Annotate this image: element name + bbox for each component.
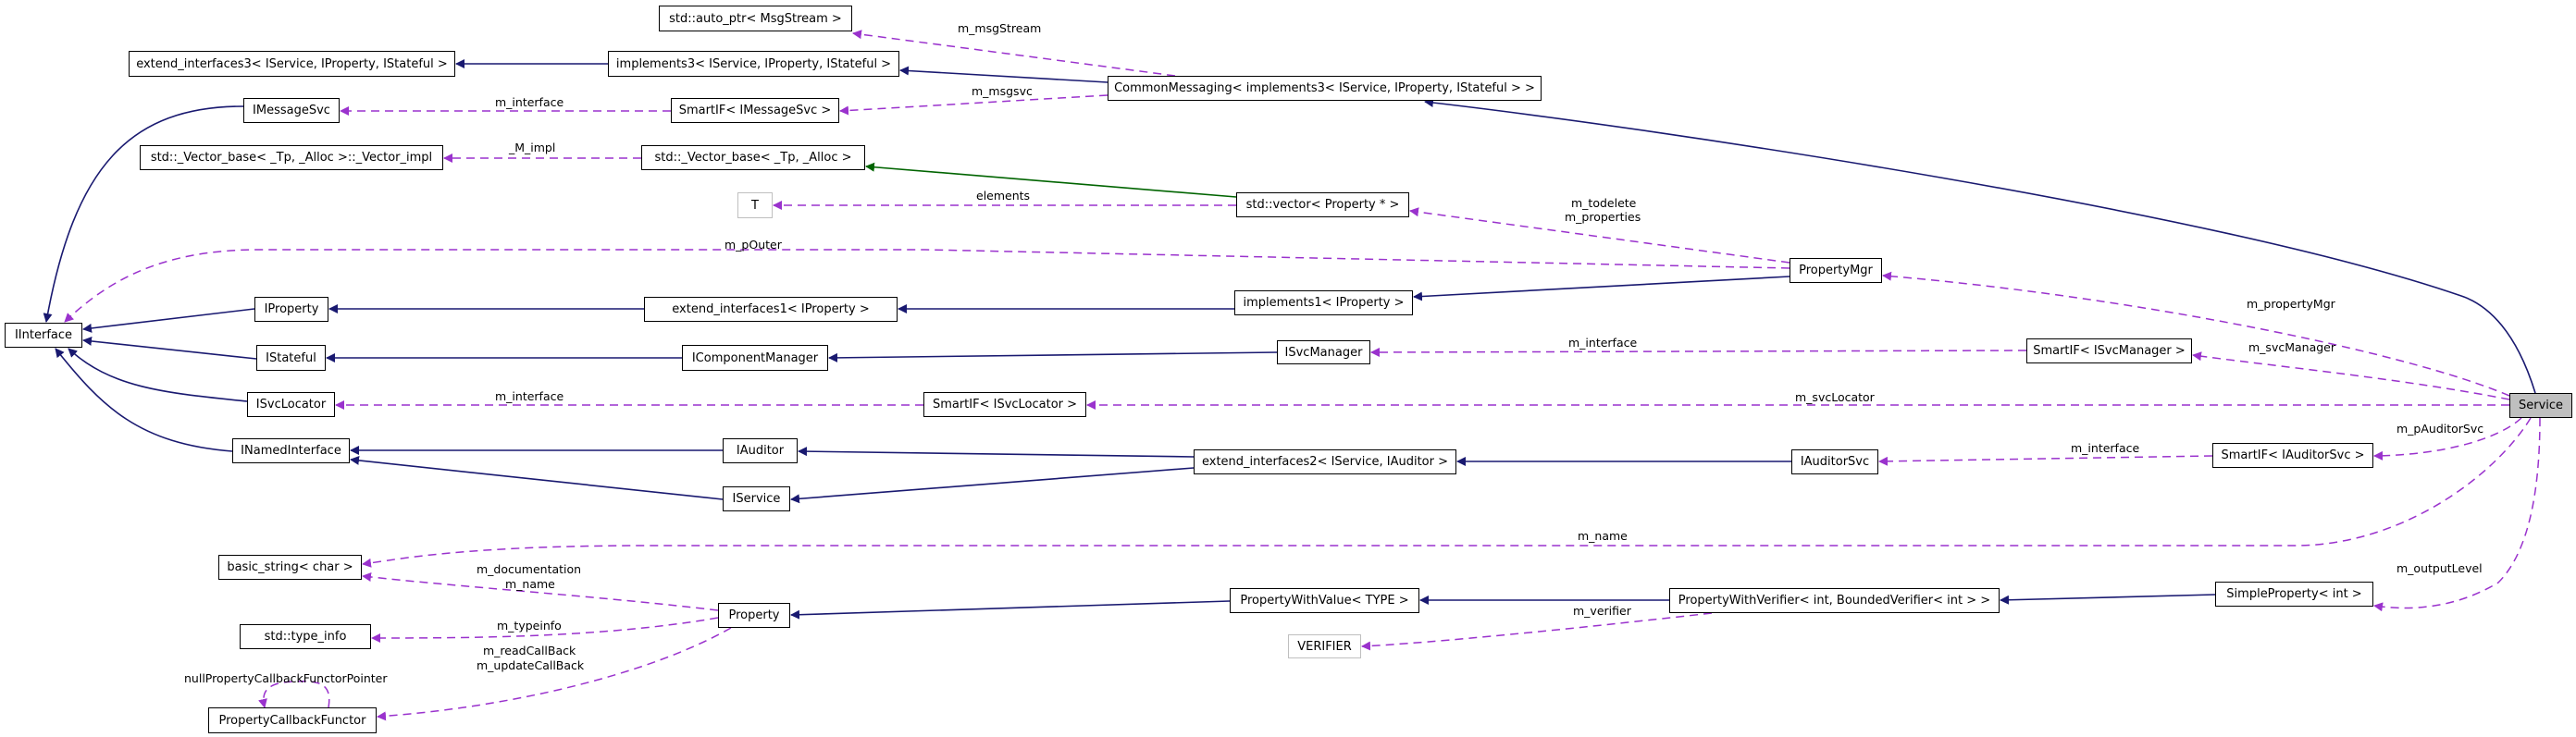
node-common-messaging[interactable]: CommonMessaging< implements3< IService, … xyxy=(1108,76,1542,101)
edge-service-smartifaud xyxy=(2373,417,2522,461)
edge-service-propertymgr xyxy=(1882,271,2510,397)
edge-service-simpleprop xyxy=(2373,417,2541,612)
edge-iproperty-iinterface xyxy=(82,308,255,333)
edge-smartifaud-iauditorsvc xyxy=(1878,455,2213,466)
label-m-interface-svcloc: m_interface xyxy=(495,389,564,403)
node-propertywithverifier[interactable]: PropertyWithVerifier< int, BoundedVerifi… xyxy=(1669,588,2000,613)
edge-commonmsg-autoptr xyxy=(852,30,1176,77)
edge-smartifsvcmgr-isvcmanager xyxy=(1370,347,2027,357)
label-m-interface-aud: m_interface xyxy=(2071,441,2140,455)
edge-commonmsg-smartifmsg xyxy=(839,94,1108,116)
edge-imessagesvc-iinterface xyxy=(43,105,244,323)
edge-callback-self xyxy=(258,681,330,708)
edge-service-basicstring xyxy=(362,417,2532,568)
edge-iservice-inamed xyxy=(350,455,724,500)
node-vector-impl[interactable]: std::_Vector_base< _Tp, _Alloc >::_Vecto… xyxy=(140,145,443,170)
node-iauditor[interactable]: IAuditor xyxy=(723,438,798,463)
label-m-propertymgr: m_propertyMgr xyxy=(2247,297,2335,311)
label-m-typeinfo: m_typeinfo xyxy=(497,619,562,633)
label-m-msgstream: m_msgStream xyxy=(958,21,1042,35)
node-verifier: VERIFIER xyxy=(1288,634,1361,658)
edge-extend2-iservice xyxy=(790,467,1195,504)
node-icomponentmanager[interactable]: IComponentManager xyxy=(682,345,828,371)
node-iservice[interactable]: IService xyxy=(723,486,790,511)
node-smartif-isvclocator[interactable]: SmartIF< ISvcLocator > xyxy=(923,392,1086,417)
node-iinterface[interactable]: IInterface xyxy=(5,323,82,348)
node-imessagesvc[interactable]: IMessageSvc xyxy=(243,98,340,123)
label-m-name-property: m_name xyxy=(505,577,555,591)
label-elements: elements xyxy=(976,189,1031,203)
label-m-verifier: m_verifier xyxy=(1573,604,1631,618)
label-m-svcmanager: m_svcManager xyxy=(2248,340,2336,354)
node-smartif-imessagesvc[interactable]: SmartIF< IMessageSvc > xyxy=(671,98,839,123)
node-vector-property[interactable]: std::vector< Property * > xyxy=(1236,192,1409,217)
node-simpleproperty[interactable]: SimpleProperty< int > xyxy=(2215,582,2373,607)
label-m-outputlevel: m_outputLevel xyxy=(2396,561,2483,575)
edge-simpleprop-pwverifier xyxy=(2000,594,2216,605)
node-extend-interfaces1[interactable]: extend_interfaces1< IProperty > xyxy=(644,297,898,322)
node-extend-interfaces3[interactable]: extend_interfaces3< IService, IProperty,… xyxy=(129,51,455,77)
edge-extend2-iauditor xyxy=(798,447,1195,458)
node-service[interactable]: Service xyxy=(2509,393,2572,418)
edge-property-basicstring xyxy=(362,572,719,611)
label-m-name-service: m_name xyxy=(1578,529,1628,543)
label-m-svclocator: m_svcLocator xyxy=(1795,390,1875,404)
edge-commonmsg-implements3 xyxy=(899,66,1108,83)
edge-propertymgr-implements1 xyxy=(1413,276,1790,301)
node-t: T xyxy=(737,192,773,218)
label-m-pauditorsvc: m_pAuditorSvc xyxy=(2396,422,2484,436)
label-m-pouter: m_pOuter xyxy=(724,238,782,252)
label-m-interface-msg: m_interface xyxy=(495,95,564,109)
label-m-updatecallback: m_updateCallBack xyxy=(477,658,585,672)
node-isvclocator[interactable]: ISvcLocator xyxy=(247,392,335,417)
node-implements1[interactable]: implements1< IProperty > xyxy=(1234,290,1413,315)
node-isvcmanager[interactable]: ISvcManager xyxy=(1277,340,1370,364)
label-m-properties: m_properties xyxy=(1565,210,1641,224)
node-propertycallbackfunctor[interactable]: PropertyCallbackFunctor xyxy=(208,707,377,733)
node-basic-string[interactable]: basic_string< char > xyxy=(218,555,362,580)
node-extend-interfaces2[interactable]: extend_interfaces2< IService, IAuditor > xyxy=(1194,449,1456,474)
label-m-documentation: m_documentation xyxy=(477,562,582,576)
edge-service-smartifsvcmgr xyxy=(2192,351,2510,400)
label-m-readcallback: m_readCallBack xyxy=(483,644,576,657)
edge-propertymgr-vector xyxy=(1409,207,1790,264)
node-property[interactable]: Property xyxy=(718,603,790,628)
node-auto-ptr-msgstream[interactable]: std::auto_ptr< MsgStream > xyxy=(659,6,852,31)
node-istateful[interactable]: IStateful xyxy=(256,345,326,371)
node-iauditorsvc[interactable]: IAuditorSvc xyxy=(1791,449,1878,474)
edge-pwvalue-property xyxy=(790,600,1231,620)
node-smartif-isvcmanager[interactable]: SmartIF< ISvcManager > xyxy=(2026,338,2192,363)
label-m-interface-svcmgr: m_interface xyxy=(1568,336,1638,350)
node-propertymgr[interactable]: PropertyMgr xyxy=(1790,258,1882,283)
node-vector-base[interactable]: std::_Vector_base< _Tp, _Alloc > xyxy=(641,145,865,170)
edge-property-typeinfo xyxy=(371,617,719,643)
node-propertywithvalue[interactable]: PropertyWithValue< TYPE > xyxy=(1230,588,1419,613)
node-inamedinterface[interactable]: INamedInterface xyxy=(232,438,350,463)
label-m-todelete: m_todelete xyxy=(1571,196,1637,210)
edge-service-commonmsg xyxy=(1424,98,2536,394)
edge-vector-vectorbase xyxy=(865,162,1237,198)
edge-istateful-iinterface xyxy=(82,336,257,360)
label-m-impl: _M_impl xyxy=(509,141,556,154)
edge-isvcmanager-icompmgr xyxy=(828,351,1278,362)
node-implements3[interactable]: implements3< IService, IProperty, IState… xyxy=(608,51,899,77)
label-null-callback-pointer: nullPropertyCallbackFunctorPointer xyxy=(184,671,388,685)
edge-property-callback xyxy=(377,627,732,721)
edge-inamedinterface-iinterface xyxy=(55,348,233,452)
node-type-info[interactable]: std::type_info xyxy=(240,624,371,649)
label-m-msgsvc: m_msgsvc xyxy=(972,84,1033,98)
edge-isvclocator-iinterface xyxy=(68,348,248,402)
node-smartif-iauditorsvc[interactable]: SmartIF< IAuditorSvc > xyxy=(2212,443,2373,468)
node-iproperty[interactable]: IProperty xyxy=(254,297,328,322)
edge-pwverifier-verifier xyxy=(1361,612,1713,651)
